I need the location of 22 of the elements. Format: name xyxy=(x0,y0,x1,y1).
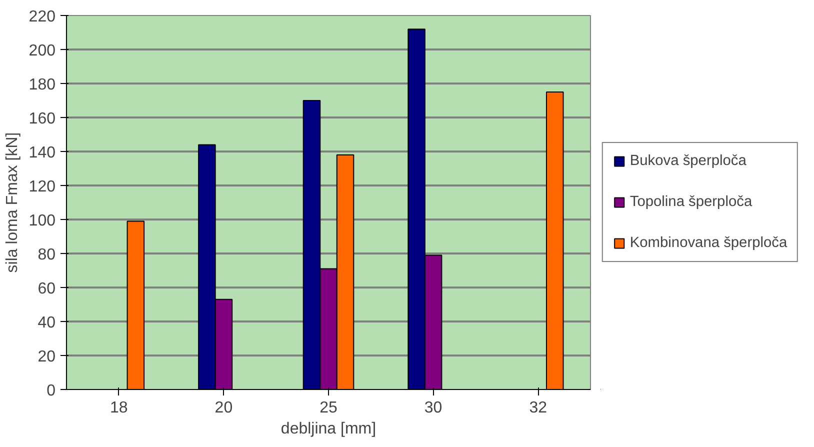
x-tick-label: 20 xyxy=(214,400,233,416)
x-axis-title: debljina [mm] xyxy=(280,420,376,438)
legend-label: Kombinovana šperploča xyxy=(630,235,788,251)
y-axis-title: sila loma Fmax [kN] xyxy=(4,132,21,273)
y-tick-label: 0 xyxy=(46,382,56,400)
y-tick-label: 40 xyxy=(38,314,56,332)
legend-label: Topolina šperploča xyxy=(630,194,752,210)
y-tick-label: 80 xyxy=(38,246,56,264)
x-tick-label: 18 xyxy=(110,400,128,416)
y-tick-label: 60 xyxy=(38,280,56,298)
y-tick-label: 180 xyxy=(28,76,56,94)
y-tick-label: 200 xyxy=(28,42,56,60)
x-tick-label: 25 xyxy=(320,400,338,416)
y-tick-label: 140 xyxy=(28,144,56,162)
x-tick-label: 32 xyxy=(529,400,548,416)
legend-label: Bukova šperploča xyxy=(630,153,746,169)
y-tick-label: 160 xyxy=(28,110,56,128)
y-tick-label: 100 xyxy=(28,212,56,230)
x-tick-label: 30 xyxy=(424,400,442,416)
y-tick-label: 20 xyxy=(38,348,56,366)
y-tick-label: 120 xyxy=(28,178,56,196)
y-tick-label: 220 xyxy=(28,8,56,26)
